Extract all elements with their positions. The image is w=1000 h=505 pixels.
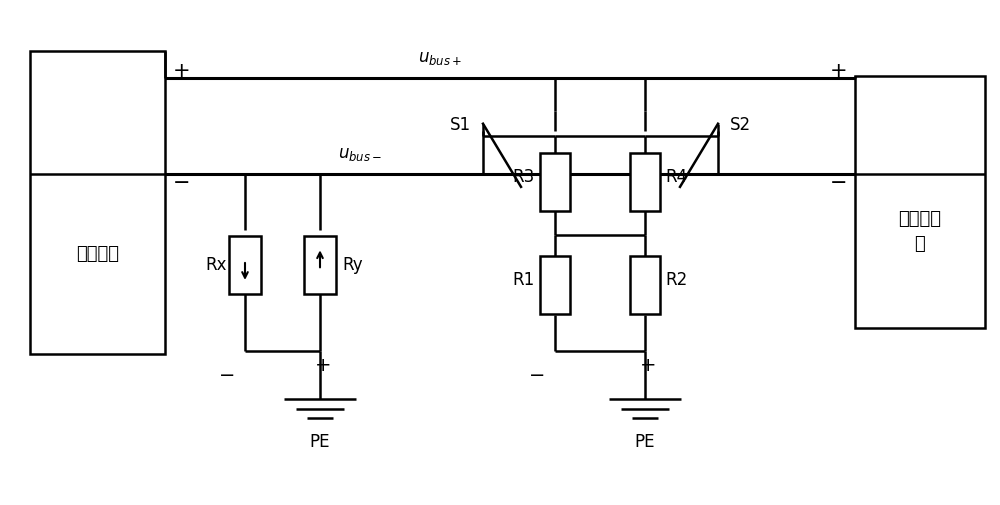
Text: Rx: Rx	[206, 256, 227, 274]
Bar	[304, 236, 336, 294]
Text: S1: S1	[450, 116, 471, 134]
Text: $u_{bus+}$: $u_{bus+}$	[418, 49, 462, 67]
Text: +: +	[173, 61, 191, 81]
Text: $u_{bus-}$: $u_{bus-}$	[338, 145, 382, 163]
Text: R3: R3	[513, 168, 535, 186]
Text: +: +	[315, 356, 331, 375]
Bar	[229, 236, 261, 294]
Text: 光伏阵列: 光伏阵列	[76, 245, 119, 263]
Bar	[630, 153, 660, 211]
Bar	[30, 50, 165, 354]
Text: −: −	[529, 366, 545, 385]
Text: 光伏逆变
器: 光伏逆变 器	[898, 210, 941, 252]
Bar	[630, 257, 660, 314]
Text: R2: R2	[665, 271, 687, 289]
Text: R4: R4	[665, 168, 687, 186]
Bar	[855, 76, 985, 328]
Text: −: −	[219, 366, 235, 385]
Text: −: −	[830, 173, 847, 193]
Text: S2: S2	[730, 116, 751, 134]
Text: R1: R1	[513, 271, 535, 289]
Text: +: +	[640, 356, 656, 375]
Bar	[540, 257, 570, 314]
Bar	[540, 153, 570, 211]
Text: PE: PE	[310, 433, 330, 451]
Text: Ry: Ry	[342, 256, 363, 274]
Text: −: −	[173, 173, 191, 193]
Text: PE: PE	[635, 433, 655, 451]
Text: +: +	[829, 61, 847, 81]
